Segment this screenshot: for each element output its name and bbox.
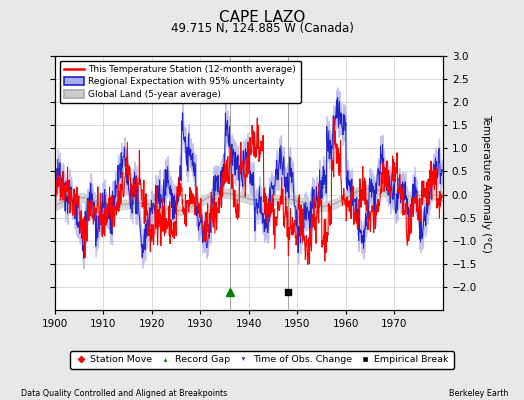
Text: Data Quality Controlled and Aligned at Breakpoints: Data Quality Controlled and Aligned at B…: [21, 389, 227, 398]
Text: 49.715 N, 124.885 W (Canada): 49.715 N, 124.885 W (Canada): [171, 22, 353, 35]
Legend: Station Move, Record Gap, Time of Obs. Change, Empirical Break: Station Move, Record Gap, Time of Obs. C…: [70, 351, 454, 369]
Legend: This Temperature Station (12-month average), Regional Expectation with 95% uncer: This Temperature Station (12-month avera…: [60, 60, 301, 103]
Text: Berkeley Earth: Berkeley Earth: [449, 389, 508, 398]
Y-axis label: Temperature Anomaly (°C): Temperature Anomaly (°C): [481, 114, 491, 252]
Text: CAPE LAZO: CAPE LAZO: [219, 10, 305, 25]
